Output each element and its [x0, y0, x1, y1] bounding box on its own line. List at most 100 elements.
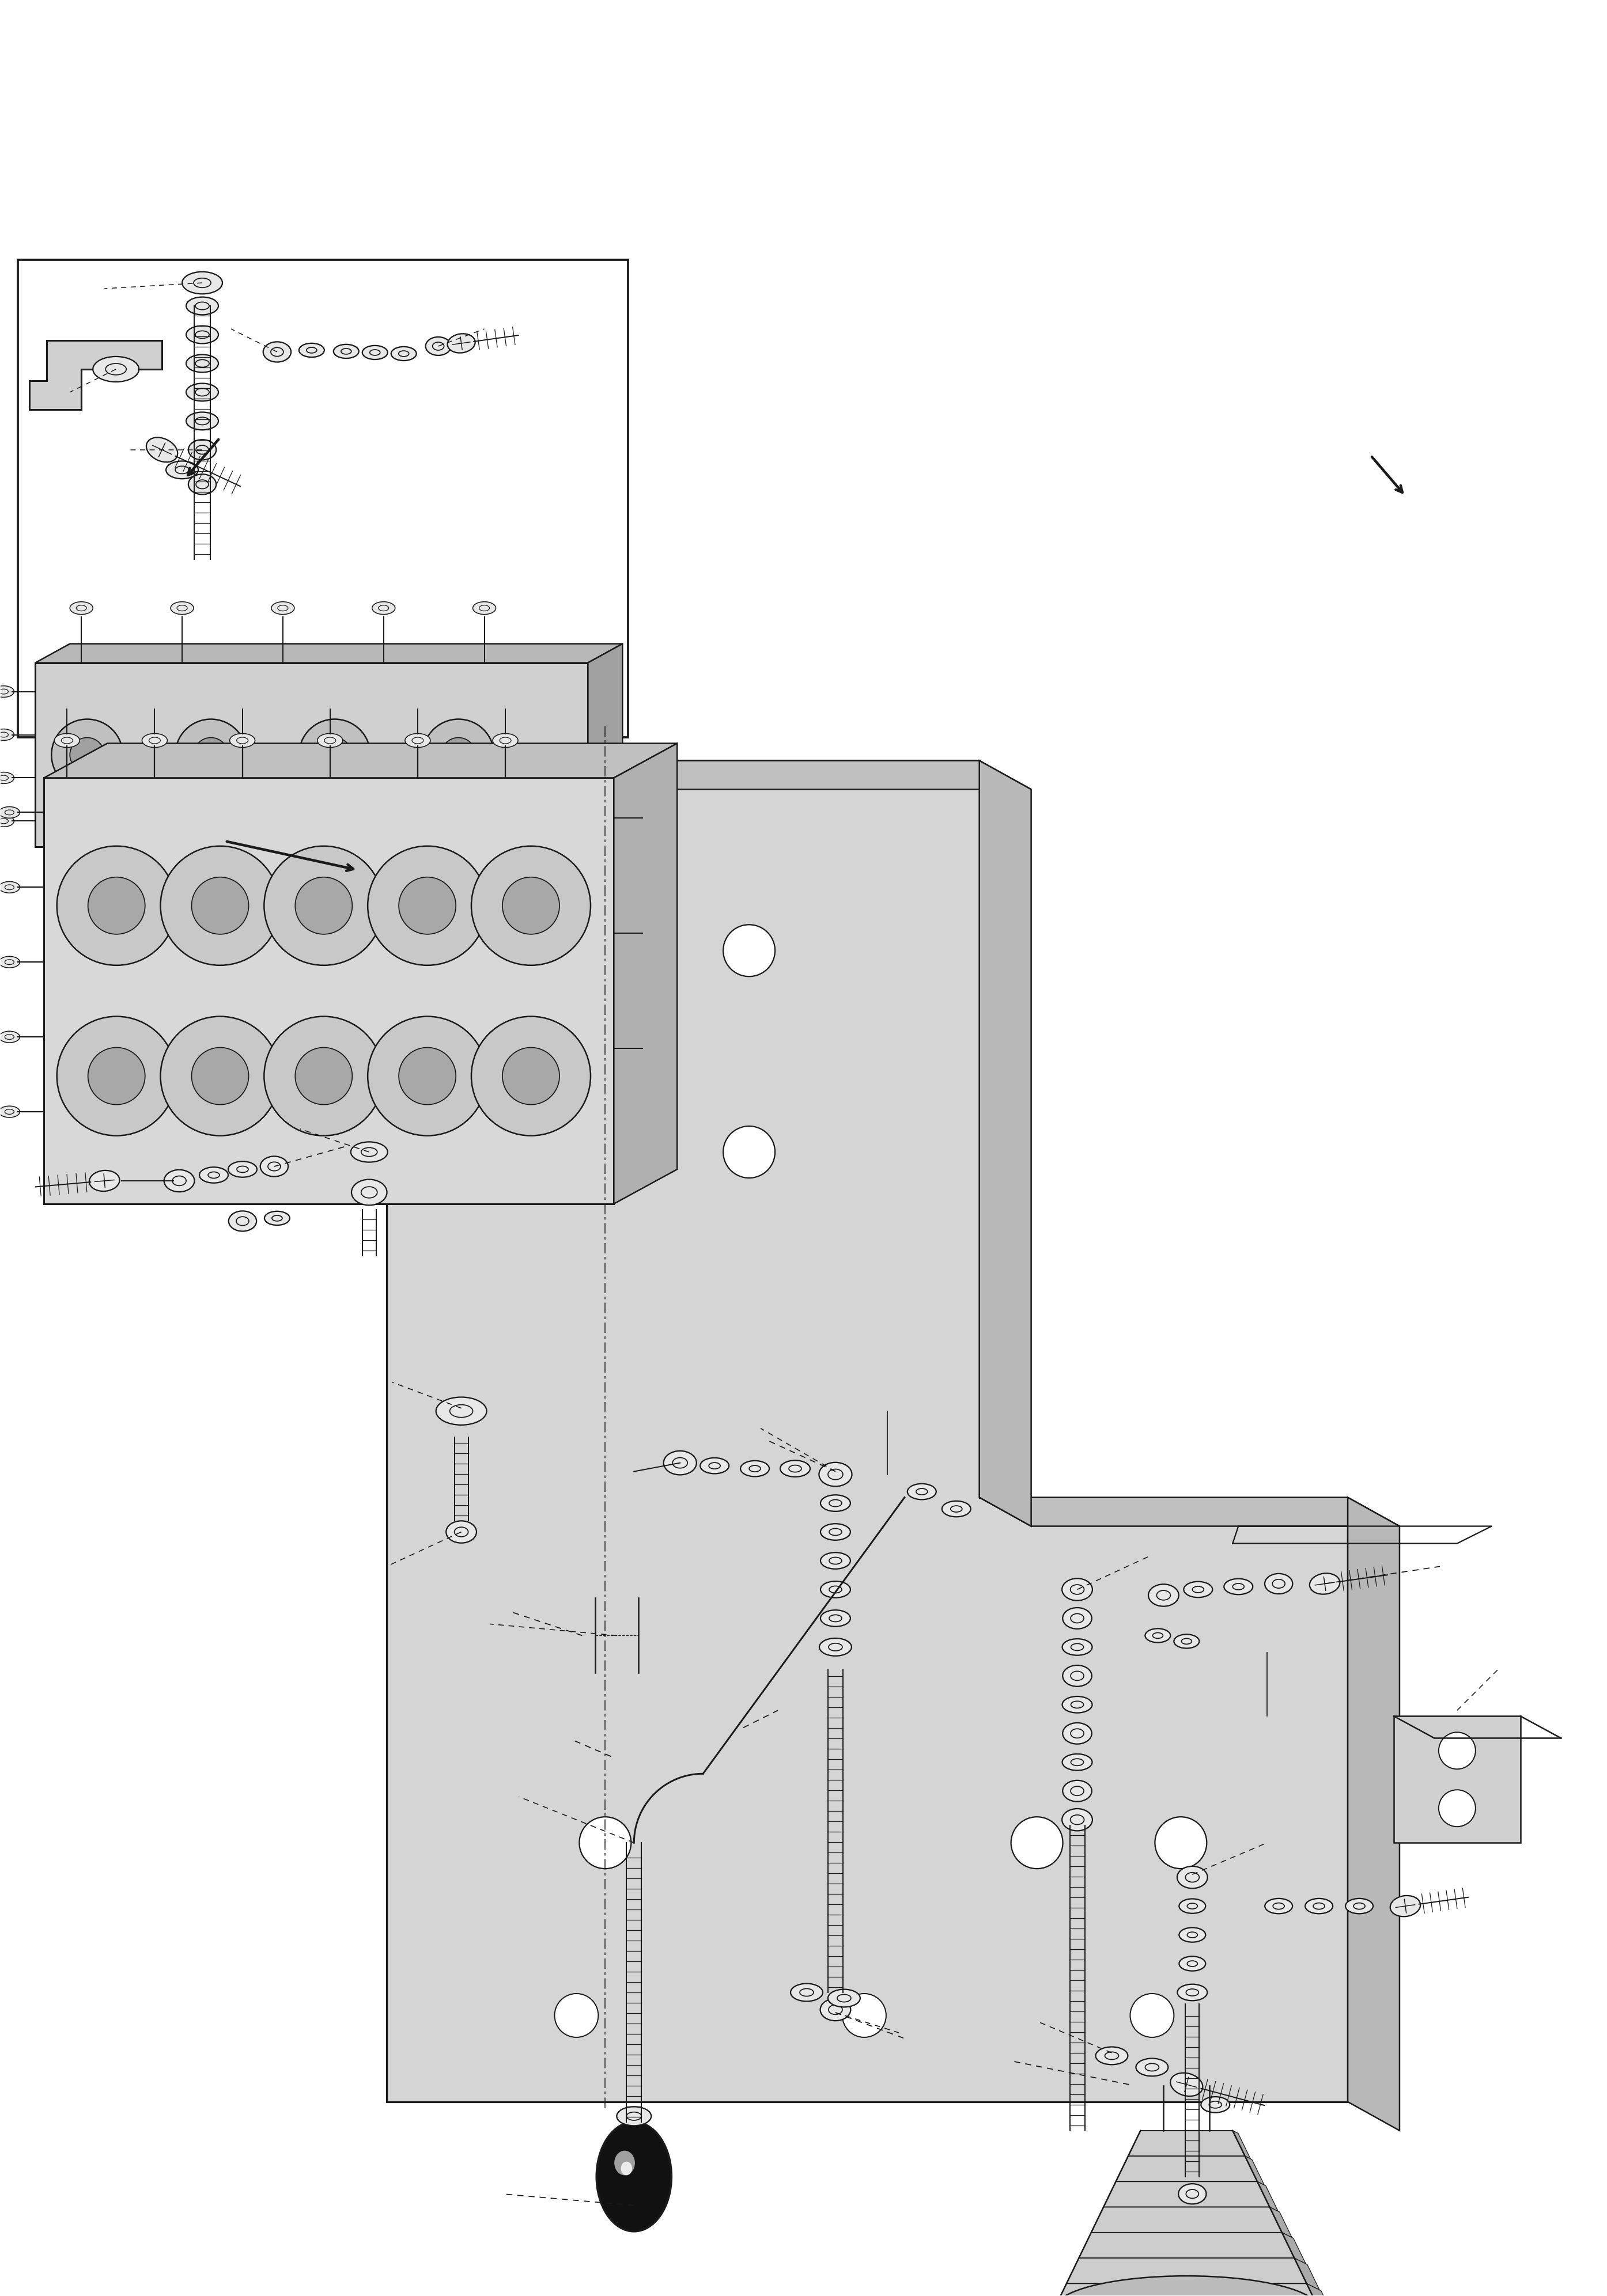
Ellipse shape [1146, 2064, 1159, 2071]
Ellipse shape [1173, 1635, 1199, 1649]
Ellipse shape [370, 349, 381, 356]
Ellipse shape [1310, 1573, 1340, 1593]
Circle shape [471, 845, 591, 964]
Ellipse shape [1062, 1577, 1093, 1600]
Ellipse shape [1345, 1899, 1372, 1913]
Circle shape [299, 719, 370, 790]
Ellipse shape [1096, 2046, 1128, 2064]
Polygon shape [1294, 2257, 1319, 2289]
Ellipse shape [0, 776, 8, 781]
Ellipse shape [325, 737, 336, 744]
Ellipse shape [1062, 1639, 1093, 1655]
Ellipse shape [265, 1212, 289, 1226]
Ellipse shape [821, 1552, 850, 1568]
Ellipse shape [0, 687, 14, 698]
Circle shape [191, 1047, 249, 1104]
Ellipse shape [5, 1035, 14, 1040]
Circle shape [368, 1017, 487, 1137]
Ellipse shape [617, 2108, 651, 2126]
Ellipse shape [908, 1483, 937, 1499]
Ellipse shape [177, 606, 188, 611]
Polygon shape [43, 744, 677, 778]
Ellipse shape [829, 1587, 842, 1593]
Ellipse shape [614, 2151, 635, 2174]
Ellipse shape [182, 271, 222, 294]
Ellipse shape [1184, 1582, 1212, 1598]
Ellipse shape [1062, 1697, 1093, 1713]
Circle shape [318, 737, 352, 771]
Ellipse shape [5, 960, 14, 964]
Ellipse shape [1146, 1628, 1170, 1642]
Circle shape [723, 925, 775, 976]
Ellipse shape [1062, 1779, 1091, 1802]
Ellipse shape [1062, 1809, 1093, 1830]
Ellipse shape [1265, 1573, 1292, 1593]
Polygon shape [588, 643, 622, 847]
Polygon shape [662, 1515, 882, 1559]
Ellipse shape [228, 1162, 257, 1178]
Ellipse shape [299, 342, 325, 358]
Ellipse shape [1225, 1580, 1253, 1593]
Ellipse shape [278, 606, 288, 611]
Ellipse shape [391, 347, 416, 360]
Circle shape [696, 1525, 722, 1550]
Circle shape [51, 719, 122, 790]
Ellipse shape [236, 737, 247, 744]
Ellipse shape [1149, 1584, 1180, 1607]
Ellipse shape [500, 737, 511, 744]
Polygon shape [1104, 2181, 1270, 2206]
Ellipse shape [620, 2161, 632, 2174]
Polygon shape [1115, 2156, 1257, 2181]
Polygon shape [386, 760, 1032, 790]
Circle shape [264, 845, 384, 964]
Polygon shape [662, 1497, 913, 1515]
Bar [18, 259, 628, 737]
Ellipse shape [1186, 1988, 1199, 1995]
Circle shape [175, 719, 246, 790]
Circle shape [56, 1017, 177, 1137]
Ellipse shape [352, 1180, 387, 1205]
Ellipse shape [378, 606, 389, 611]
Ellipse shape [196, 331, 209, 338]
Ellipse shape [664, 1451, 696, 1474]
Ellipse shape [1062, 1754, 1093, 1770]
Polygon shape [1257, 2181, 1278, 2211]
Circle shape [264, 1017, 384, 1137]
Ellipse shape [1062, 1665, 1091, 1688]
Ellipse shape [76, 606, 87, 611]
Ellipse shape [741, 1460, 770, 1476]
Ellipse shape [1305, 1899, 1332, 1913]
Ellipse shape [1178, 1984, 1207, 2000]
Polygon shape [43, 778, 614, 1203]
Polygon shape [1078, 2232, 1294, 2257]
Circle shape [399, 877, 456, 934]
Circle shape [554, 1993, 598, 2037]
Ellipse shape [1233, 1584, 1244, 1589]
Ellipse shape [5, 1109, 14, 1114]
Ellipse shape [411, 737, 423, 744]
Ellipse shape [1208, 2101, 1221, 2108]
Circle shape [503, 1047, 559, 1104]
Ellipse shape [196, 418, 209, 425]
Circle shape [1130, 1993, 1173, 2037]
Ellipse shape [1188, 1903, 1197, 1908]
Polygon shape [35, 643, 622, 664]
Ellipse shape [236, 1166, 249, 1173]
Ellipse shape [1136, 2060, 1168, 2076]
Ellipse shape [596, 2122, 672, 2232]
Ellipse shape [820, 1463, 852, 1486]
Ellipse shape [1152, 1632, 1163, 1639]
Circle shape [161, 845, 280, 964]
Polygon shape [1067, 2257, 1306, 2285]
Ellipse shape [1265, 1899, 1292, 1913]
Polygon shape [979, 1497, 1400, 1527]
Ellipse shape [426, 338, 452, 356]
Ellipse shape [837, 1995, 852, 2002]
Ellipse shape [399, 351, 408, 356]
Ellipse shape [230, 732, 256, 748]
Ellipse shape [1180, 1899, 1205, 1913]
Ellipse shape [829, 1529, 842, 1536]
Ellipse shape [1188, 1961, 1197, 1965]
Ellipse shape [149, 737, 161, 744]
Ellipse shape [829, 1557, 842, 1564]
